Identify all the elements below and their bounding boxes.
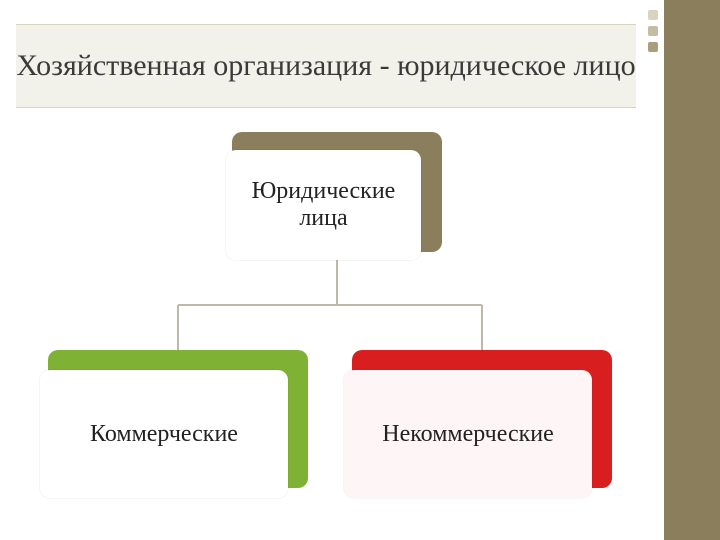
dot-1 <box>648 10 658 20</box>
dot-3 <box>648 42 658 52</box>
node-right-label: Некоммерческие <box>382 421 554 448</box>
org-tree-diagram: Юридические лица Коммерческие Некоммерче… <box>0 120 664 520</box>
node-left-label: Коммерческие <box>90 421 238 448</box>
connector-vertical-left <box>177 305 179 350</box>
decorative-dots <box>648 10 658 52</box>
node-left: Коммерческие <box>48 350 308 508</box>
dot-2 <box>648 26 658 36</box>
connector-horizontal <box>178 304 482 306</box>
node-right: Некоммерческие <box>352 350 612 508</box>
node-root-label: Юридические лица <box>234 178 413 232</box>
slide-title: Хозяйственная организация - юридическое … <box>16 48 635 84</box>
decorative-sidebar <box>664 0 720 540</box>
slide-title-bar: Хозяйственная организация - юридическое … <box>16 24 636 108</box>
node-right-front: Некоммерческие <box>344 370 592 498</box>
node-root-front: Юридические лица <box>226 150 421 260</box>
node-root: Юридические лица <box>232 132 442 270</box>
node-left-front: Коммерческие <box>40 370 288 498</box>
connector-vertical-right <box>481 305 483 350</box>
